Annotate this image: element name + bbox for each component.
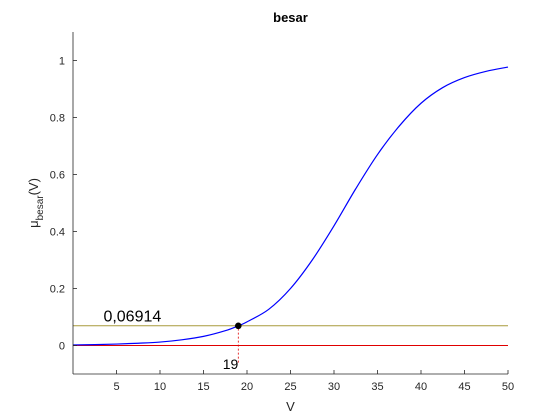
plot-area — [73, 32, 508, 374]
x-tick-label-1: 10 — [154, 381, 166, 393]
x-tick-label-5: 30 — [328, 381, 340, 393]
y-tick-label-4: 0.8 — [50, 113, 65, 125]
annotation-x-value: 19 — [223, 356, 239, 372]
y-tick-label-5: 1 — [59, 56, 65, 68]
y-tick-label-2: 0.4 — [50, 227, 65, 239]
x-tick-label-3: 20 — [241, 381, 253, 393]
x-tick-label-4: 25 — [284, 381, 296, 393]
y-axis-label-text: μbesar(V) — [26, 178, 46, 228]
x-axis-label: V — [286, 399, 295, 414]
y-tick-label-1: 0.2 — [50, 284, 65, 296]
x-tick-label-2: 15 — [197, 381, 209, 393]
y-tick-label-3: 0.6 — [50, 170, 65, 182]
y-label-sub: besar — [35, 195, 46, 221]
annotation-y-value: 0,06914 — [103, 308, 161, 325]
x-tick-label-6: 35 — [371, 381, 383, 393]
y-axis-label: μbesar(V) — [26, 178, 46, 228]
x-tick-label-0: 5 — [113, 381, 119, 393]
y-label-main: μ — [26, 220, 41, 228]
y-label-suffix: (V) — [26, 178, 41, 195]
series-line-0 — [72, 66, 509, 346]
x-tick-label-9: 50 — [502, 381, 514, 393]
x-tick-label-7: 40 — [415, 381, 427, 393]
data-point-marker — [235, 322, 242, 330]
x-tick-label-8: 45 — [458, 381, 470, 393]
chart-title: besar — [273, 10, 308, 25]
y-tick-label-0: 0 — [59, 341, 65, 353]
